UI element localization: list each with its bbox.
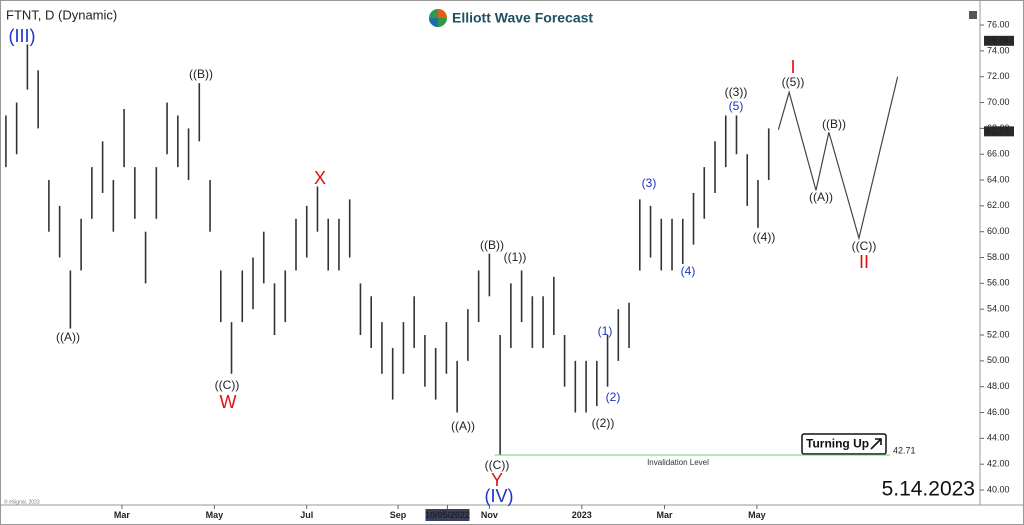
y-tick-label: 58.00 (987, 252, 1010, 262)
wave-label: ((A)) (451, 419, 475, 433)
y-tick-label: 48.00 (987, 381, 1010, 391)
wave-label: (5) (729, 99, 744, 113)
wave-label: (4) (681, 264, 696, 278)
logo: Elliott Wave Forecast (429, 9, 593, 27)
y-tick-label: 74.00 (987, 45, 1010, 55)
invalidation-value: 42.71 (893, 445, 916, 455)
projection-line (777, 76, 899, 241)
chart-title: FTNT, D (Dynamic) (6, 7, 117, 22)
x-tick-label: May (748, 510, 766, 520)
wave-label: ((C)) (852, 239, 877, 253)
wave-label: ((C)) (485, 458, 510, 472)
wave-label: ((B)) (822, 117, 846, 131)
wave-label: II (859, 252, 869, 272)
wave-label: ((B)) (189, 67, 213, 81)
wave-label: (IV) (485, 486, 514, 506)
x-tick-label: Mar (656, 510, 673, 520)
invalidation-text: Invalidation Level (647, 458, 709, 467)
price-tag-label: 67.77 (986, 126, 1009, 136)
logo-text: Elliott Wave Forecast (452, 10, 593, 26)
x-tick-label: Jul (300, 510, 313, 520)
wave-label: ((B)) (480, 238, 504, 252)
y-tick-label: 44.00 (987, 433, 1010, 443)
wave-label: ((1)) (504, 250, 527, 264)
y-tick-label: 64.00 (987, 174, 1010, 184)
y-tick-label: 60.00 (987, 226, 1010, 236)
badge-arrow (870, 438, 882, 450)
date-label: 5.14.2023 (882, 478, 975, 501)
wave-label: (1) (598, 324, 613, 338)
wave-label: X (314, 168, 326, 188)
price-tag-label: 74.78 (986, 36, 1009, 46)
wave-label: (3) (642, 176, 657, 190)
x-tick-label: Nov (481, 510, 498, 520)
y-tick-label: 66.00 (987, 149, 1010, 159)
badge-box (801, 433, 887, 455)
y-tick-label: 50.00 (987, 355, 1010, 365)
wave-label: (III) (9, 26, 36, 46)
x-tick-label: May (206, 510, 224, 520)
y-tick-label: 52.00 (987, 329, 1010, 339)
badge-text: Turning Up (806, 437, 869, 451)
source: © eSignal, 2023 (4, 498, 40, 505)
y-tick-label: 40.00 (987, 484, 1010, 494)
price-tag (984, 126, 1014, 137)
wave-label: ((2)) (592, 416, 615, 430)
y-tick-label: 76.00 (987, 19, 1010, 29)
logo-icon-part (438, 9, 447, 18)
wave-label: ((A)) (56, 330, 80, 344)
y-tick-label: 70.00 (987, 97, 1010, 107)
y-tick-label: 42.00 (987, 459, 1010, 469)
x-tick-highlight (425, 509, 470, 521)
wave-label: ((4)) (753, 230, 776, 244)
y-tick-label: 56.00 (987, 278, 1010, 288)
x-tick-label: 10/05/2022 (425, 510, 470, 520)
y-tick-label: 62.00 (987, 200, 1010, 210)
logo-icon-part (429, 18, 438, 27)
menu-icon (969, 11, 977, 19)
y-tick-label: 72.00 (987, 71, 1010, 81)
wave-label: ((3)) (725, 85, 748, 99)
wave-label: ((A)) (809, 190, 833, 204)
price-tag (984, 35, 1014, 46)
wave-label: I (790, 57, 795, 77)
x-tick-label: Mar (114, 510, 131, 520)
wave-label: ((5)) (782, 75, 805, 89)
wave-label: Y (491, 470, 503, 490)
wave-label: (2) (606, 390, 621, 404)
y-tick-label: 54.00 (987, 304, 1010, 314)
y-tick-label: 46.00 (987, 407, 1010, 417)
x-tick-label: 2023 (572, 510, 592, 520)
wave-label: ((C)) (215, 378, 240, 392)
wave-label: W (220, 392, 237, 412)
x-tick-label: Sep (390, 510, 407, 520)
